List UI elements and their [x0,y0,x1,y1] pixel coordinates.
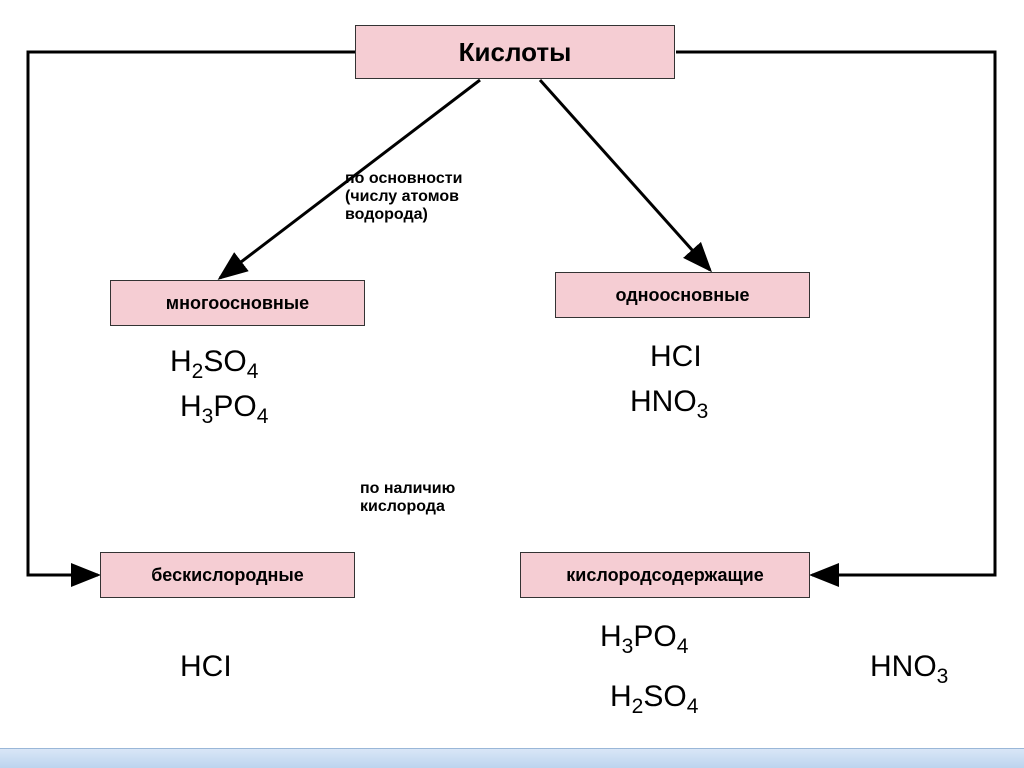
basicity-description: по основности(числу атомовводорода) [345,170,462,224]
oxygencontaining-box: кислородсодержащие [520,552,810,598]
formula-hcl-top: HCI [650,340,702,374]
taskbar [0,748,1024,768]
oxygenfree-box: бескислородные [100,552,355,598]
formula-hno3-top: HNO3 [630,385,708,424]
formula-h2so4-top: H2SO4 [170,345,258,384]
polybasic-box: многоосновные [110,280,365,326]
formula-hno3-bottom: HNO3 [870,650,948,689]
polybasic-label: многоосновные [166,293,309,314]
root-label: Кислоты [459,37,572,68]
monobasic-box: одноосновные [555,272,810,318]
root-box: Кислоты [355,25,675,79]
oxygencontaining-label: кислородсодержащие [566,565,763,586]
monobasic-label: одноосновные [615,285,749,306]
oxygenfree-label: бескислородные [151,565,304,586]
formula-h3po4-bottom: H3PO4 [600,620,688,659]
formula-h3po4-top: H3PO4 [180,390,268,429]
formula-h2so4-bottom: H2SO4 [610,680,698,719]
formula-hcl-bottom: HCI [180,650,232,684]
oxygen-description: по наличиюкислорода [360,480,455,516]
